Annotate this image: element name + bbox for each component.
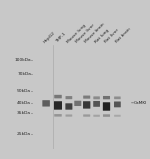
- FancyBboxPatch shape: [83, 101, 90, 109]
- Text: 25kDa: 25kDa: [17, 131, 31, 136]
- Text: 100kDa: 100kDa: [14, 58, 31, 62]
- Text: Mouse liver: Mouse liver: [75, 23, 96, 44]
- FancyBboxPatch shape: [54, 95, 62, 98]
- FancyBboxPatch shape: [93, 115, 100, 117]
- FancyBboxPatch shape: [83, 114, 90, 117]
- FancyBboxPatch shape: [54, 114, 62, 117]
- Text: HepG2: HepG2: [43, 30, 57, 44]
- Text: THP-1: THP-1: [55, 32, 67, 44]
- FancyBboxPatch shape: [114, 97, 121, 99]
- Text: Rat liver: Rat liver: [104, 28, 119, 44]
- FancyBboxPatch shape: [103, 114, 110, 117]
- Text: Rat lung: Rat lung: [94, 28, 110, 44]
- Text: 40kDa: 40kDa: [17, 101, 31, 105]
- FancyBboxPatch shape: [114, 115, 121, 117]
- FancyBboxPatch shape: [93, 96, 100, 99]
- Text: Mouse brain: Mouse brain: [84, 22, 106, 44]
- FancyBboxPatch shape: [83, 96, 90, 99]
- FancyBboxPatch shape: [65, 103, 72, 110]
- FancyBboxPatch shape: [66, 96, 72, 99]
- FancyBboxPatch shape: [66, 114, 72, 117]
- Text: 35kDa: 35kDa: [17, 111, 31, 115]
- FancyBboxPatch shape: [103, 96, 110, 99]
- Text: CaMKI: CaMKI: [134, 101, 147, 105]
- Text: 50kDa: 50kDa: [17, 89, 31, 93]
- FancyBboxPatch shape: [74, 101, 81, 106]
- FancyBboxPatch shape: [54, 101, 62, 110]
- Text: 70kDa: 70kDa: [17, 72, 31, 76]
- FancyBboxPatch shape: [93, 101, 100, 107]
- FancyBboxPatch shape: [103, 102, 110, 111]
- FancyBboxPatch shape: [114, 101, 121, 107]
- Text: Rat brain: Rat brain: [115, 27, 131, 44]
- Text: Mouse lung: Mouse lung: [66, 23, 87, 44]
- FancyBboxPatch shape: [42, 100, 50, 107]
